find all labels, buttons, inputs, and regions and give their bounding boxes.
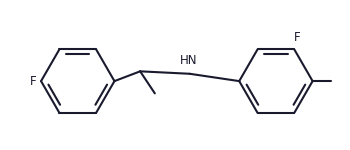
Text: F: F (30, 75, 37, 88)
Text: HN: HN (180, 54, 197, 67)
Text: F: F (293, 32, 300, 44)
